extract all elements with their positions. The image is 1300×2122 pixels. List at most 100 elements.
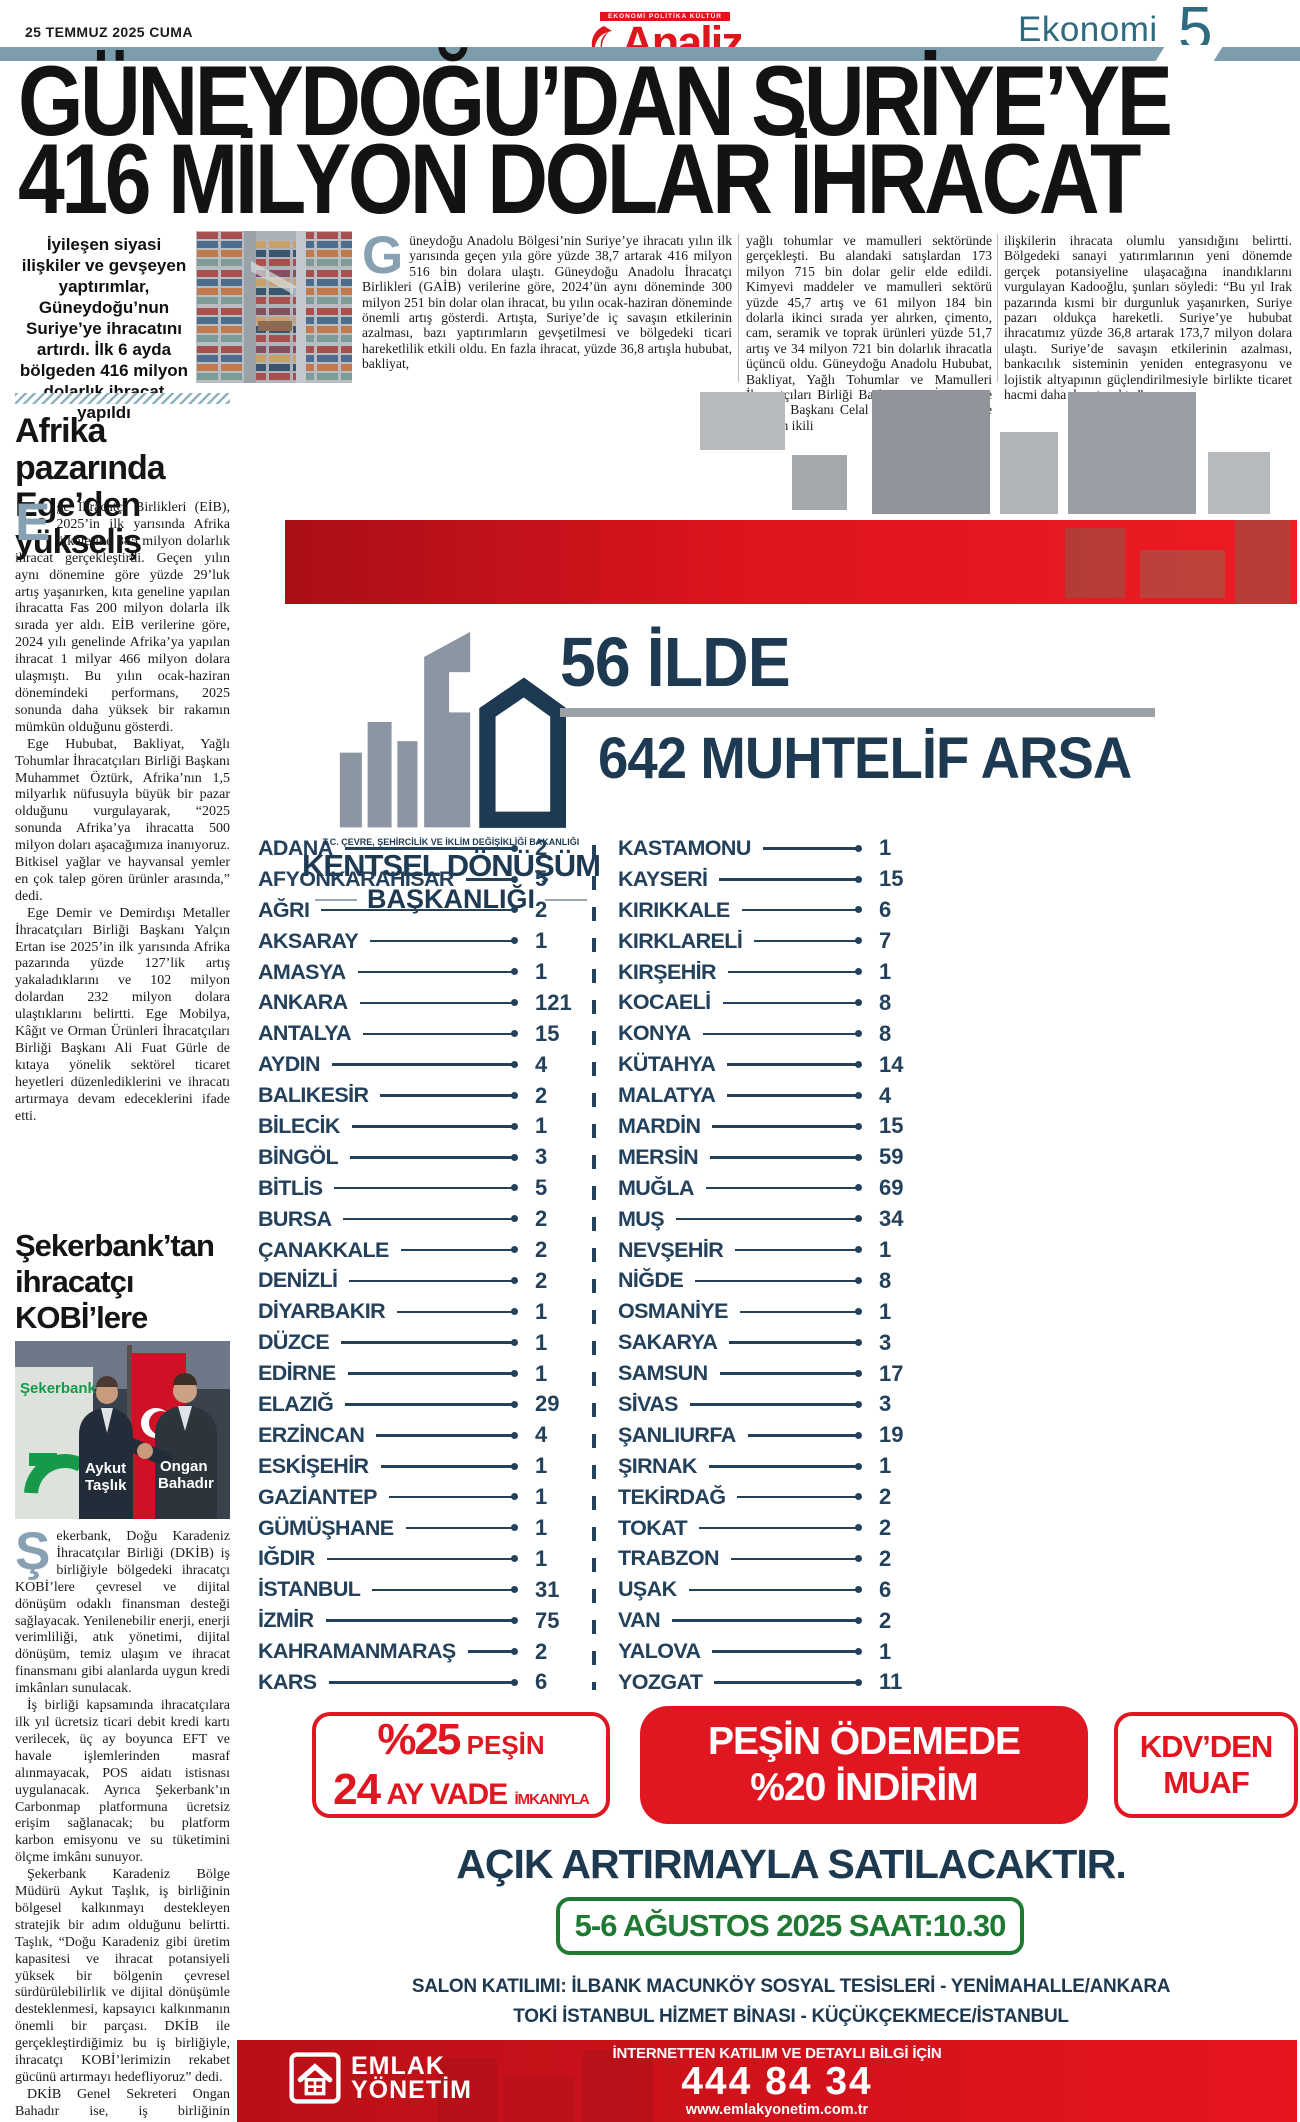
city-name: KARS	[258, 1669, 317, 1694]
sekerbank-brand-text: Şekerbank	[20, 1380, 97, 1397]
auction-date-box: 5-6 AĞUSTOS 2025 SAAT:10.30	[556, 1897, 1024, 1955]
city-parcel-count: 31	[535, 1576, 560, 1602]
city-name: ELAZIĞ	[258, 1391, 334, 1416]
leader-line	[343, 1215, 518, 1222]
photo-label-right-1: Ongan	[160, 1458, 208, 1475]
city-row: KAYSERİ 15	[618, 864, 920, 895]
city-parcel-count: 121	[535, 989, 572, 1015]
afrika-article-title: Afrika pazarında Ege’den yükseliş	[15, 412, 166, 561]
leader-line	[388, 1493, 519, 1500]
city-name: MALATYA	[618, 1083, 716, 1108]
city-row: MERSİN 59	[618, 1142, 920, 1173]
city-name: NEVŞEHİR	[618, 1237, 724, 1262]
city-row: KIRŞEHİR 1	[618, 957, 920, 988]
city-name: KIRIKKALE	[618, 897, 730, 922]
column-rule	[738, 234, 739, 382]
city-parcel-count: 2	[535, 1082, 548, 1108]
section-name: Ekonomi	[1018, 10, 1158, 49]
city-name: DENİZLİ	[258, 1268, 338, 1293]
city-parcel-count: 1	[535, 1113, 548, 1139]
city-name: SAMSUN	[618, 1361, 708, 1386]
city-name: TEKİRDAĞ	[618, 1484, 726, 1509]
city-parcel-count: 1	[879, 1638, 892, 1664]
city-parcel-count: 59	[879, 1144, 904, 1170]
city-parcel-count: 3	[879, 1329, 892, 1355]
lead-article-col3: ilişkilerin ihracata olumlu yansıdığını …	[1004, 233, 1292, 403]
city-name: BİTLİS	[258, 1175, 323, 1200]
city-row: GAZİANTEP 1	[258, 1482, 576, 1513]
leader-line	[321, 906, 518, 913]
leader-line	[675, 1215, 863, 1222]
city-row: KOCAELİ 8	[618, 987, 920, 1018]
leader-line	[747, 1432, 863, 1438]
city-row: MUĞLA 69	[618, 1173, 920, 1204]
city-name: AMASYA	[258, 959, 346, 984]
city-name: EDİRNE	[258, 1361, 336, 1386]
city-name: YALOVA	[618, 1639, 701, 1664]
city-name: NİĞDE	[618, 1268, 684, 1293]
city-name: KOCAELİ	[618, 990, 711, 1015]
leader-line	[357, 968, 519, 975]
auction-statement: AÇIK ARTIRMAYLA SATILACAKTIR.	[456, 1841, 1126, 1887]
ad-title-line1: 56 İLDE	[560, 623, 791, 701]
city-row: DİYARBAKIR 1	[258, 1296, 576, 1327]
leader-line	[331, 1061, 519, 1068]
city-parcel-count: 14	[879, 1051, 904, 1077]
city-list-left: ADANA 2 AFYONKARAHİSAR 5 AĞRI 2 AKSARAY …	[258, 833, 576, 1698]
leader-line	[708, 1462, 863, 1469]
leader-line	[328, 1679, 519, 1685]
city-parcel-count: 15	[879, 1113, 904, 1139]
city-parcel-count: 1	[879, 1453, 892, 1479]
city-row: ANTALYA 15	[258, 1018, 576, 1049]
footer-brand-line2: YÖNETİM	[351, 2076, 472, 2104]
leader-line	[702, 1030, 863, 1037]
city-parcel-count: 1	[535, 959, 548, 984]
photo-label-left-2: Taşlık	[85, 1477, 127, 1494]
city-parcel-count: 2	[879, 1545, 892, 1571]
city-name: ANKARA	[258, 990, 348, 1015]
leader-line	[325, 1617, 519, 1624]
city-name: KIRKLARELİ	[618, 928, 743, 953]
city-name: KASTAMONU	[618, 835, 751, 860]
city-parcel-count: 6	[879, 897, 892, 923]
city-name: İZMİR	[258, 1608, 314, 1633]
leader-line	[712, 1123, 862, 1129]
agency-name-line1: KENTSEL DÖNÜŞÜM	[302, 848, 601, 883]
city-parcel-count: 2	[535, 835, 548, 861]
issue-date: 25 TEMMUZ 2025 CUMA	[25, 24, 193, 40]
city-parcel-count: 15	[879, 866, 904, 892]
city-parcel-count: 2	[535, 1237, 548, 1263]
leader-line	[345, 1401, 518, 1407]
city-row: IĞDIR 1	[258, 1543, 576, 1574]
city-name: İSTANBUL	[258, 1577, 361, 1602]
city-row: SAMSUN 17	[618, 1358, 920, 1389]
city-name: VAN	[618, 1608, 661, 1633]
city-name: KÜTAHYA	[618, 1052, 716, 1077]
pixel-building-decoration	[700, 392, 785, 450]
city-parcel-count: 1	[535, 1545, 548, 1571]
city-name: KONYA	[618, 1021, 691, 1046]
city-name: UŞAK	[618, 1577, 677, 1602]
city-parcel-count: 1	[535, 1360, 548, 1386]
dropcap-e: E	[15, 500, 51, 552]
city-parcel-count: 1	[535, 1329, 548, 1355]
city-name: OSMANİYE	[618, 1299, 728, 1324]
ad-footer-bar: EMLAK YÖNETİM İNTERNETTEN KATILIM VE DET…	[237, 2040, 1297, 2122]
city-parcel-count: 6	[535, 1669, 548, 1695]
city-name: GAZİANTEP	[258, 1484, 377, 1509]
city-row: KIRKLARELİ 7	[618, 926, 920, 957]
city-row: DÜZCE 1	[258, 1327, 576, 1358]
city-parcel-count: 2	[535, 897, 548, 923]
city-parcel-count: 2	[879, 1484, 892, 1510]
leader-line	[737, 1493, 862, 1500]
leader-line	[326, 1555, 519, 1562]
header-rule	[0, 47, 1300, 61]
leader-line	[341, 1339, 518, 1346]
leader-line	[370, 937, 518, 944]
city-row: DENİZLİ 2	[258, 1265, 576, 1296]
city-row: KARS 6	[258, 1667, 576, 1698]
photo-label-left-1: Aykut	[85, 1460, 126, 1477]
dropcap-g: G	[362, 226, 404, 285]
city-row: TRABZON 2	[618, 1543, 920, 1574]
